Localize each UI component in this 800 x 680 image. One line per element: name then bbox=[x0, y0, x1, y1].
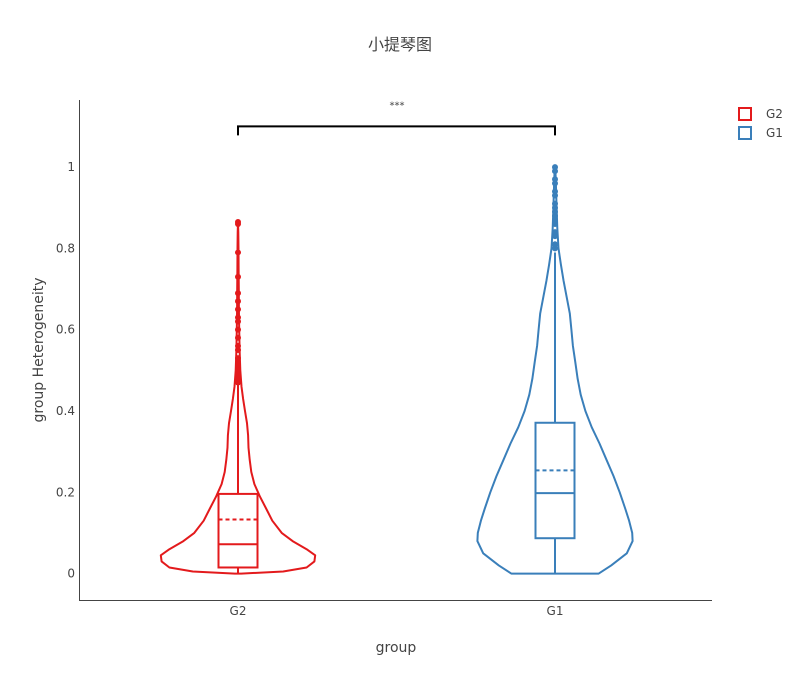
significance-bracket bbox=[237, 125, 556, 136]
y-tick-label: 0.8 bbox=[56, 241, 75, 255]
outlier-point bbox=[552, 241, 558, 248]
outlier-point bbox=[235, 290, 241, 297]
outlier-point bbox=[552, 164, 558, 171]
outlier-point bbox=[235, 306, 241, 313]
outlier-point bbox=[235, 326, 241, 333]
iqr-box bbox=[534, 421, 576, 540]
outlier-point bbox=[235, 314, 241, 321]
y-tick-label: 0 bbox=[67, 567, 75, 581]
legend-item-g2[interactable]: G2 bbox=[738, 107, 783, 121]
x-tick-labels: G2 G1 bbox=[230, 604, 564, 618]
y-tick-label: 1 bbox=[67, 160, 75, 174]
significance-label: *** bbox=[390, 100, 405, 111]
axes bbox=[79, 100, 712, 601]
violins bbox=[159, 164, 634, 575]
y-axis-title: group Heterogeneity bbox=[31, 277, 47, 422]
outlier-point bbox=[552, 229, 558, 236]
legend-item-g1[interactable]: G1 bbox=[738, 126, 783, 140]
outlier-point bbox=[235, 273, 241, 280]
y-tick-label: 0.2 bbox=[56, 485, 75, 499]
x-tick-label: G2 bbox=[230, 604, 247, 618]
legend-label: G2 bbox=[766, 107, 783, 121]
violin-outline bbox=[159, 221, 317, 575]
legend-swatch bbox=[738, 107, 752, 121]
x-tick-label: G1 bbox=[547, 604, 564, 618]
chart-title: 小提琴图 bbox=[368, 35, 432, 54]
y-tick-labels: 0 0.2 0.4 0.6 0.8 1 bbox=[56, 160, 75, 581]
outlier-point bbox=[552, 200, 558, 207]
outlier-point bbox=[235, 298, 241, 305]
outlier-point bbox=[235, 249, 241, 256]
legend-label: G1 bbox=[766, 126, 783, 140]
significance-annotation: *** bbox=[237, 100, 556, 136]
violin-g1[interactable] bbox=[476, 164, 634, 575]
outlier-point bbox=[235, 334, 241, 341]
outlier-point bbox=[235, 218, 241, 225]
violin-g2[interactable] bbox=[159, 218, 317, 575]
x-axis-title: group bbox=[376, 640, 417, 656]
y-tick-label: 0.4 bbox=[56, 404, 75, 418]
iqr-box bbox=[217, 492, 259, 569]
outlier-point bbox=[552, 176, 558, 183]
outlier-point bbox=[235, 342, 241, 349]
outlier-point bbox=[552, 188, 558, 195]
y-tick-label: 0.6 bbox=[56, 323, 75, 337]
legend-swatch bbox=[738, 126, 752, 140]
outlier-point bbox=[235, 355, 241, 362]
